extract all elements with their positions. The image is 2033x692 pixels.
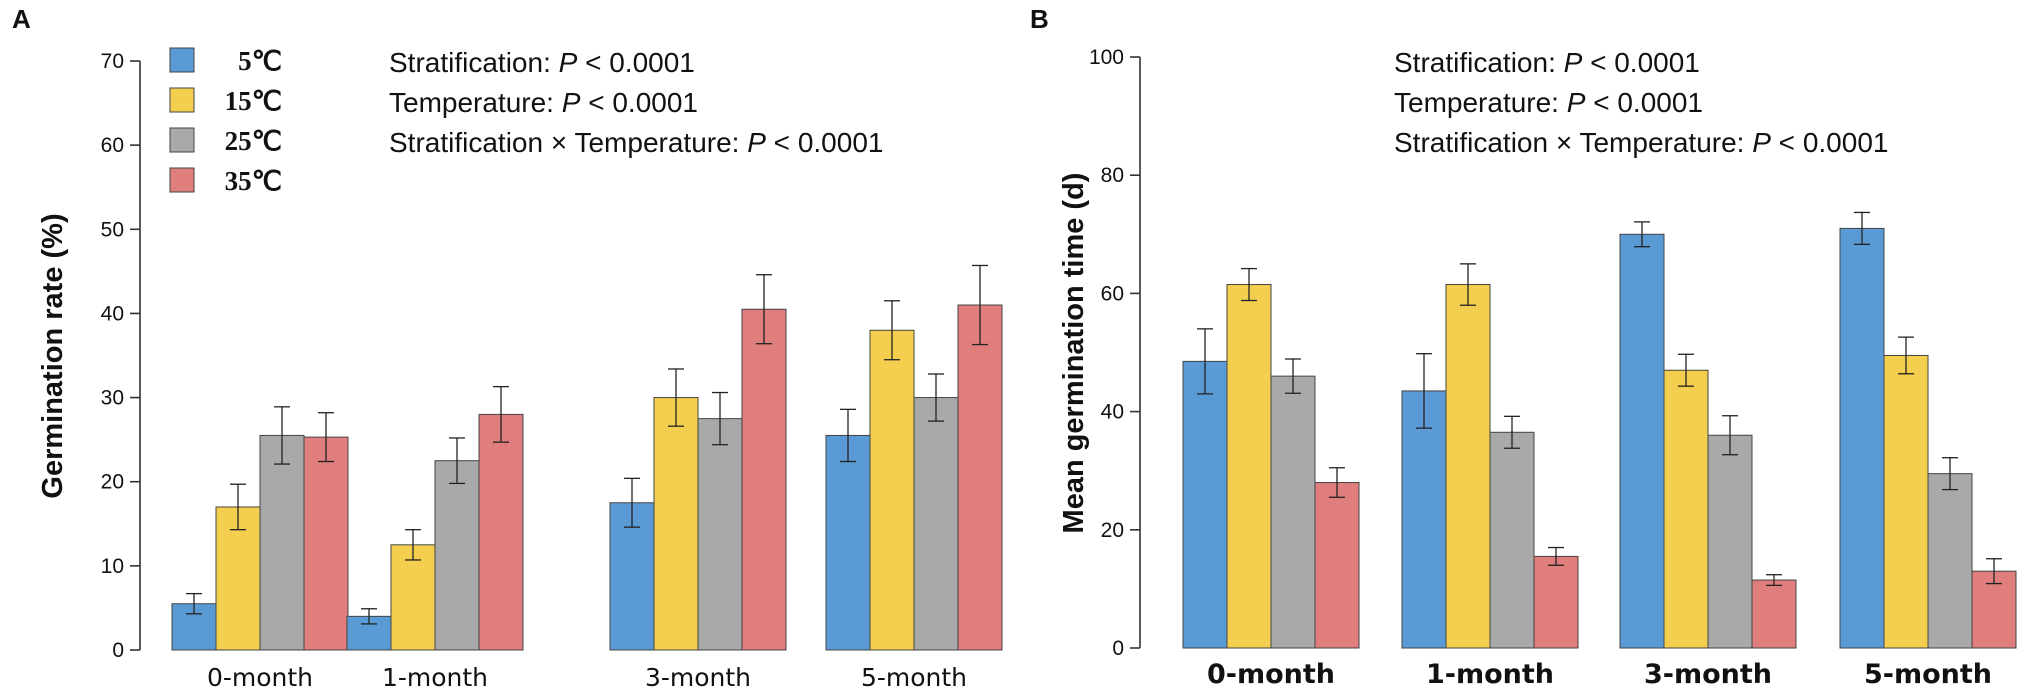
- x-category-label: 1-month: [382, 663, 488, 692]
- y-tick-label: 20: [101, 471, 124, 494]
- panel-b: B 0 20 40 60 80 100 Mean germination time (d) 0-…: [1030, 4, 2017, 690]
- legend: 5℃ 15℃ 25℃ 35℃: [169, 46, 282, 196]
- annotation-p: P: [559, 47, 578, 78]
- annotation-prefix: Stratification × Temperature:: [1394, 127, 1752, 158]
- y-tick-label: 60: [1101, 282, 1124, 305]
- bar: [1182, 360, 1228, 649]
- bar: [1927, 473, 1973, 649]
- y-tick-label: 20: [1101, 519, 1124, 542]
- annotation-prefix: Stratification:: [389, 47, 559, 78]
- annotation-p: P: [562, 87, 581, 118]
- annotation-p: P: [1752, 127, 1771, 158]
- stat-annotation: Stratification: P < 0.0001: [389, 47, 695, 78]
- annotation-p: P: [1567, 87, 1586, 118]
- y-tick-label: 40: [1101, 401, 1124, 424]
- x-category-label: 1-month: [1426, 659, 1554, 690]
- y-tick-label: 0: [112, 639, 124, 662]
- bar: [825, 434, 871, 651]
- stat-annotation: Temperature: P < 0.0001: [389, 87, 698, 118]
- y-tick-label: 80: [1101, 164, 1124, 187]
- annotation-suffix: < 0.0001: [1585, 87, 1703, 118]
- legend-swatch: [169, 127, 195, 153]
- bar: [957, 304, 1003, 651]
- legend-label: 25℃: [225, 126, 282, 156]
- bar: [1663, 369, 1709, 649]
- stat-annotation: Stratification × Temperature: P < 0.0001: [1394, 127, 1888, 158]
- bar: [1314, 482, 1360, 649]
- annotation-p: P: [1564, 47, 1583, 78]
- bar: [1707, 434, 1753, 649]
- bar: [697, 418, 743, 651]
- bar: [1401, 390, 1447, 649]
- bar: [1533, 555, 1579, 649]
- legend-label: 15℃: [225, 86, 282, 116]
- y-tick-label: 100: [1089, 46, 1124, 69]
- bar: [259, 434, 305, 651]
- legend-label: 35℃: [225, 166, 282, 196]
- y-tick-label: 60: [101, 134, 124, 157]
- stat-annotation: Temperature: P < 0.0001: [1394, 87, 1703, 118]
- annotation-suffix: < 0.0001: [766, 127, 884, 158]
- x-category-label: 3-month: [1644, 659, 1772, 690]
- y-axis-label: Germination rate (%): [37, 213, 69, 498]
- bar: [913, 397, 959, 651]
- annotation-suffix: < 0.0001: [577, 47, 695, 78]
- x-category-label: 0-month: [207, 663, 313, 692]
- panel-letter: B: [1030, 4, 1049, 34]
- bar: [1270, 375, 1316, 649]
- annotation-prefix: Temperature:: [389, 87, 562, 118]
- annotation-p: P: [747, 127, 766, 158]
- y-tick-label: 30: [101, 387, 124, 410]
- y-tick-label: 40: [101, 302, 124, 325]
- bar: [478, 413, 524, 651]
- x-category-label: 0-month: [1207, 659, 1335, 690]
- stat-annotation: Stratification: P < 0.0001: [1394, 47, 1700, 78]
- legend-swatch: [169, 87, 195, 113]
- bar: [1751, 579, 1797, 649]
- bar: [741, 308, 787, 651]
- x-category-label: 5-month: [861, 663, 967, 692]
- x-category-label: 5-month: [1864, 659, 1992, 690]
- y-tick-label: 10: [101, 555, 124, 578]
- bar: [1489, 431, 1535, 649]
- annotation-prefix: Temperature:: [1394, 87, 1567, 118]
- legend-label: 5℃: [238, 46, 282, 76]
- bar: [1226, 284, 1272, 649]
- bar: [434, 460, 480, 651]
- annotation-suffix: < 0.0001: [580, 87, 698, 118]
- bar: [653, 397, 699, 651]
- annotation-suffix: < 0.0001: [1771, 127, 1889, 158]
- legend-swatch: [169, 47, 195, 73]
- annotation-suffix: < 0.0001: [1582, 47, 1700, 78]
- legend-swatch: [169, 167, 195, 193]
- annotation-prefix: Stratification × Temperature:: [389, 127, 747, 158]
- bar: [1445, 284, 1491, 649]
- y-axis-label: Mean germination time (d): [1058, 173, 1090, 534]
- panel-letter: A: [12, 4, 31, 34]
- y-tick-label: 50: [101, 218, 124, 241]
- bar: [1839, 227, 1885, 649]
- y-tick-label: 70: [101, 50, 124, 73]
- bar: [869, 329, 915, 651]
- bar: [1619, 233, 1665, 649]
- x-category-label: 3-month: [645, 663, 751, 692]
- annotation-prefix: Stratification:: [1394, 47, 1564, 78]
- panel-a: A 0 10 20 30 40 50 60 70 Germination rate (%) 0-mo…: [12, 4, 1003, 692]
- y-tick-label: 0: [1112, 637, 1124, 660]
- stat-annotation: Stratification × Temperature: P < 0.0001: [389, 127, 883, 158]
- bar: [1883, 354, 1929, 649]
- bar: [303, 436, 349, 651]
